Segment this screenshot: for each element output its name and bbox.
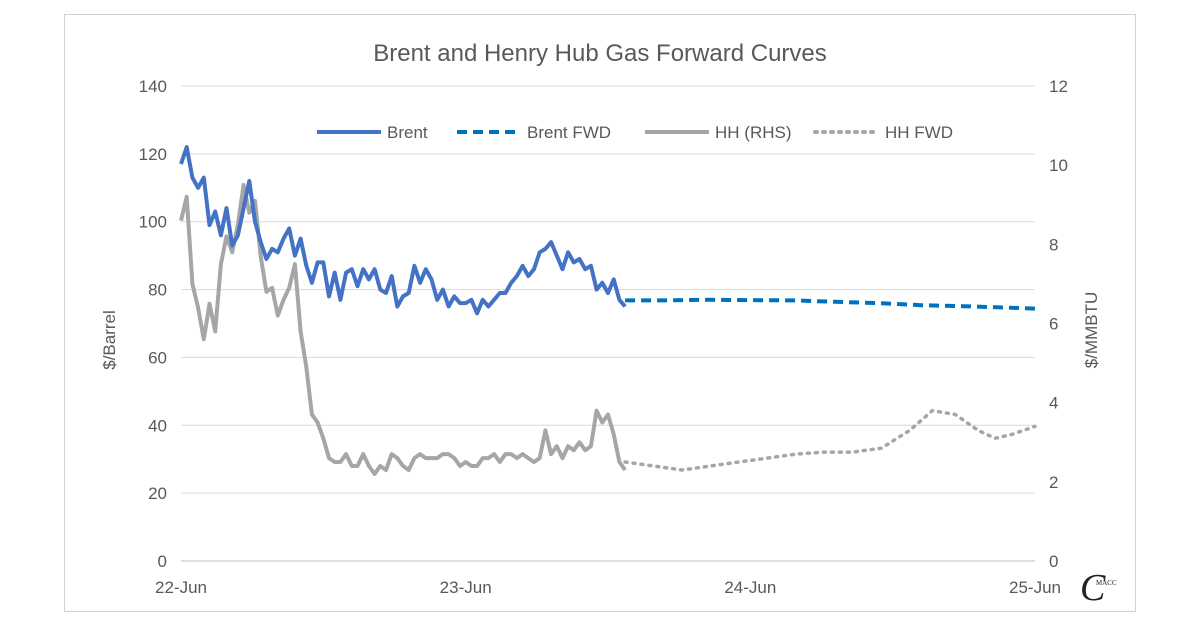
svg-text:MACC: MACC: [1096, 579, 1117, 587]
legend-label: Brent: [387, 123, 428, 142]
y-tick-label-left: 120: [139, 145, 167, 164]
series-line-brent-fwd: [625, 297, 1036, 311]
legend-label: HH FWD: [885, 123, 953, 142]
y-tick-label-right: 6: [1049, 315, 1058, 334]
y-tick-label-right: 10: [1049, 156, 1068, 175]
y-tick-label-right: 0: [1049, 552, 1058, 571]
y-axis-title-right: $/MMBTU: [1082, 292, 1101, 369]
x-tick-label: 25-Jun: [1009, 578, 1061, 597]
y-tick-label-left: 40: [148, 416, 167, 435]
y-tick-label-left: 0: [158, 552, 167, 571]
y-axis-title-left: $/Barrel: [100, 310, 119, 370]
series-line-brent: [179, 145, 627, 316]
y-tick-label-right: 12: [1049, 77, 1068, 96]
chart-frame: 0 20 40 60 80 100 120 140 0 2 4 6 8 10 12 22-Jun 23-Jun 2…: [64, 14, 1136, 612]
x-tick-label: 24-Jun: [724, 578, 776, 597]
y-tick-label-right: 4: [1049, 394, 1058, 413]
x-tick-label: 23-Jun: [440, 578, 492, 597]
y-tick-label-left: 80: [148, 281, 167, 300]
legend-label: Brent FWD: [527, 123, 611, 142]
y-tick-label-right: 2: [1049, 473, 1058, 492]
y-tick-label-left: 140: [139, 77, 167, 96]
series-lines: [179, 145, 1037, 476]
y-tick-label-right: 8: [1049, 235, 1058, 254]
series-line-hh-fwd: [623, 408, 1037, 472]
legend: Brent Brent FWD HH (RHS) HH FWD: [317, 123, 953, 142]
macc-logo: C MACC: [1080, 567, 1117, 604]
y-tick-label-left: 100: [139, 213, 167, 232]
y-tick-label-left: 60: [148, 348, 167, 367]
x-tick-label: 22-Jun: [155, 578, 207, 597]
chart-title: Brent and Henry Hub Gas Forward Curves: [373, 40, 827, 67]
series-line-hh-rhs: [179, 183, 627, 476]
gridlines: [181, 85, 1035, 562]
axis-labels: 0 20 40 60 80 100 120 140 0 2 4 6 8 10 12 22-Jun 23-Jun 2…: [139, 77, 1068, 597]
svg-text:C: C: [1080, 567, 1106, 604]
forward-curves-chart: 0 20 40 60 80 100 120 140 0 2 4 6 8 10 12 22-Jun 23-Jun 2…: [100, 40, 1101, 597]
y-tick-label-left: 20: [148, 484, 167, 503]
legend-label: HH (RHS): [715, 123, 792, 142]
